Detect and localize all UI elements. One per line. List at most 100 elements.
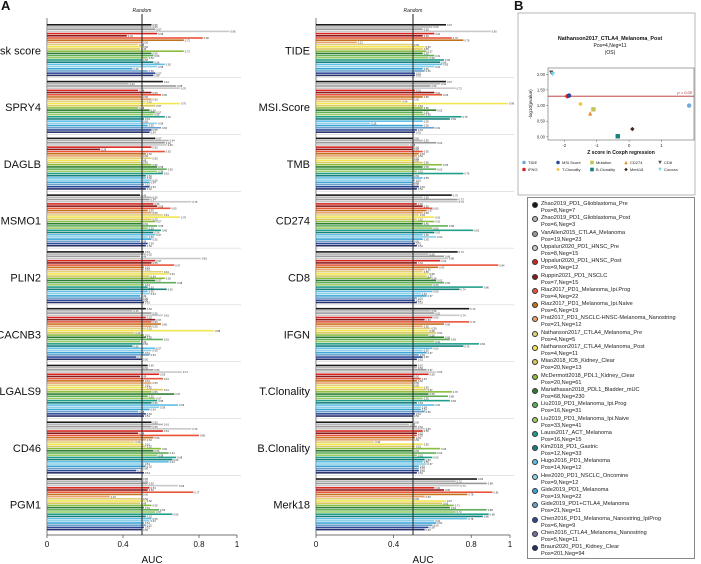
bar-value-label: 0.51 xyxy=(145,117,151,121)
bar-value-label: 0.72 xyxy=(457,86,463,90)
bar-value-label: 0.61 xyxy=(435,311,441,315)
bar-value-label: 0.57 xyxy=(156,233,162,237)
bar xyxy=(47,70,148,72)
legend-dataset-name: Liu2019_PD1_Melanoma_Ipi.Naive xyxy=(541,415,630,422)
bar-value-label: 0.53 xyxy=(149,69,155,73)
bar xyxy=(316,312,435,314)
bar xyxy=(316,63,443,66)
bar-value-label: 0.54 xyxy=(151,408,157,412)
bar-value-label: 0.42 xyxy=(128,34,134,38)
bar-value-label: 0.45 xyxy=(134,67,140,71)
bar-value-label: 0.78 xyxy=(468,517,474,521)
legend-dataset-name: Nathanson2017_CTLA4_Melanoma_Post xyxy=(541,344,645,350)
bar-value-label: 0.52 xyxy=(147,176,153,180)
x-tick-label: 0 xyxy=(314,540,319,549)
bar xyxy=(316,502,443,505)
bar-value-label: 0.50 xyxy=(414,497,420,501)
bar xyxy=(316,526,429,529)
bar-value-label: 0.55 xyxy=(153,25,159,29)
bar xyxy=(47,26,152,28)
bar xyxy=(316,369,427,371)
bar-value-label: 0.52 xyxy=(147,438,153,442)
bar xyxy=(316,155,417,157)
bar xyxy=(316,113,425,116)
bar-value-label: 0.49 xyxy=(141,47,147,51)
bar xyxy=(47,399,158,402)
category-label: CACNB3 xyxy=(0,329,41,341)
bar-value-label: 0.55 xyxy=(424,222,430,226)
bar-value-label: 0.53 xyxy=(149,209,155,213)
bar-value-label: 0.61 xyxy=(435,65,441,69)
bar xyxy=(47,404,179,406)
bar-value-label: 0.63 xyxy=(439,265,445,269)
bar-value-label: 0.53 xyxy=(149,124,155,128)
bar-value-label: 0.50 xyxy=(143,528,149,532)
bar xyxy=(316,43,413,46)
bar xyxy=(316,107,423,109)
bar xyxy=(316,122,371,125)
bar xyxy=(316,323,445,325)
bar-value-label: 0.52 xyxy=(147,244,153,248)
bar-value-label: 0.62 xyxy=(437,331,443,335)
bar xyxy=(316,351,427,354)
bar-value-label: 0.50 xyxy=(143,41,149,45)
bar-value-label: 0.84 xyxy=(480,342,486,346)
category-label: Merk18 xyxy=(273,500,310,512)
bar-value-label: 0.56 xyxy=(426,427,432,431)
bar-value-label: 0.67 xyxy=(175,263,181,267)
bar-value-label: 0.58 xyxy=(430,252,436,256)
bar-value-label: 0.53 xyxy=(420,467,426,471)
bar-value-label: 0.52 xyxy=(147,499,153,503)
bar-value-label: 0.60 xyxy=(162,322,168,326)
bar-value-label: 0.51 xyxy=(145,183,151,187)
bar-value-label: 0.63 xyxy=(168,287,174,291)
bar-value-label: 0.50 xyxy=(143,493,149,497)
category-label: MSMO1 xyxy=(1,216,41,228)
category-label: B.Clonality xyxy=(257,443,310,455)
bar xyxy=(47,240,141,243)
bar-value-label: 0.66 xyxy=(445,254,451,258)
bar-value-label: 0.90 xyxy=(492,30,498,34)
bar-value-label: 0.67 xyxy=(447,80,453,84)
scatter-legend-marker xyxy=(522,160,526,165)
bar-value-label: 0.86 xyxy=(484,515,490,519)
bar xyxy=(47,277,165,280)
bar xyxy=(47,369,154,371)
bar xyxy=(316,310,431,312)
bar-value-label: 0.62 xyxy=(166,141,172,145)
bar-value-label: 0.55 xyxy=(153,97,159,101)
bar-value-label: 0.61 xyxy=(435,215,441,219)
bar-value-label: 0.79 xyxy=(470,307,476,311)
bar xyxy=(316,500,446,502)
scatter-legend-label: MSI.Score xyxy=(562,160,581,165)
bar xyxy=(47,30,230,33)
bar xyxy=(316,498,413,500)
bar-value-label: 0.51 xyxy=(145,283,151,287)
scatter-point xyxy=(615,134,620,139)
bar-value-label: 0.61 xyxy=(164,388,170,392)
bar-value-label: 0.52 xyxy=(147,307,153,311)
bar xyxy=(47,150,165,153)
bar-value-label: 0.58 xyxy=(158,170,164,174)
legend-dataset-stats: Pos=7,Neg=15 xyxy=(541,279,579,286)
bar xyxy=(316,484,460,487)
bar xyxy=(316,87,456,89)
bar-value-label: 0.52 xyxy=(418,364,424,368)
bar xyxy=(316,233,423,236)
bar xyxy=(316,203,417,205)
scatter-point xyxy=(686,103,692,108)
scatter-legend-label: CD8 xyxy=(664,160,673,165)
bar-value-label: 0.60 xyxy=(433,226,439,230)
bar xyxy=(316,159,413,162)
bar xyxy=(316,196,423,199)
scatter-legend-label: TIDE xyxy=(528,160,537,165)
bar-value-label: 0.60 xyxy=(433,283,439,287)
bar-value-label: 0.50 xyxy=(143,45,149,49)
bar-value-label: 0.61 xyxy=(435,32,441,36)
bar-value-label: 0.51 xyxy=(145,333,151,337)
bar-value-label: 0.76 xyxy=(464,344,470,348)
bar-value-label: 0.50 xyxy=(414,239,420,243)
bar-value-label: 0.55 xyxy=(424,324,430,328)
scatter-x-tick-label: -2 xyxy=(562,143,566,148)
bar xyxy=(316,188,417,190)
